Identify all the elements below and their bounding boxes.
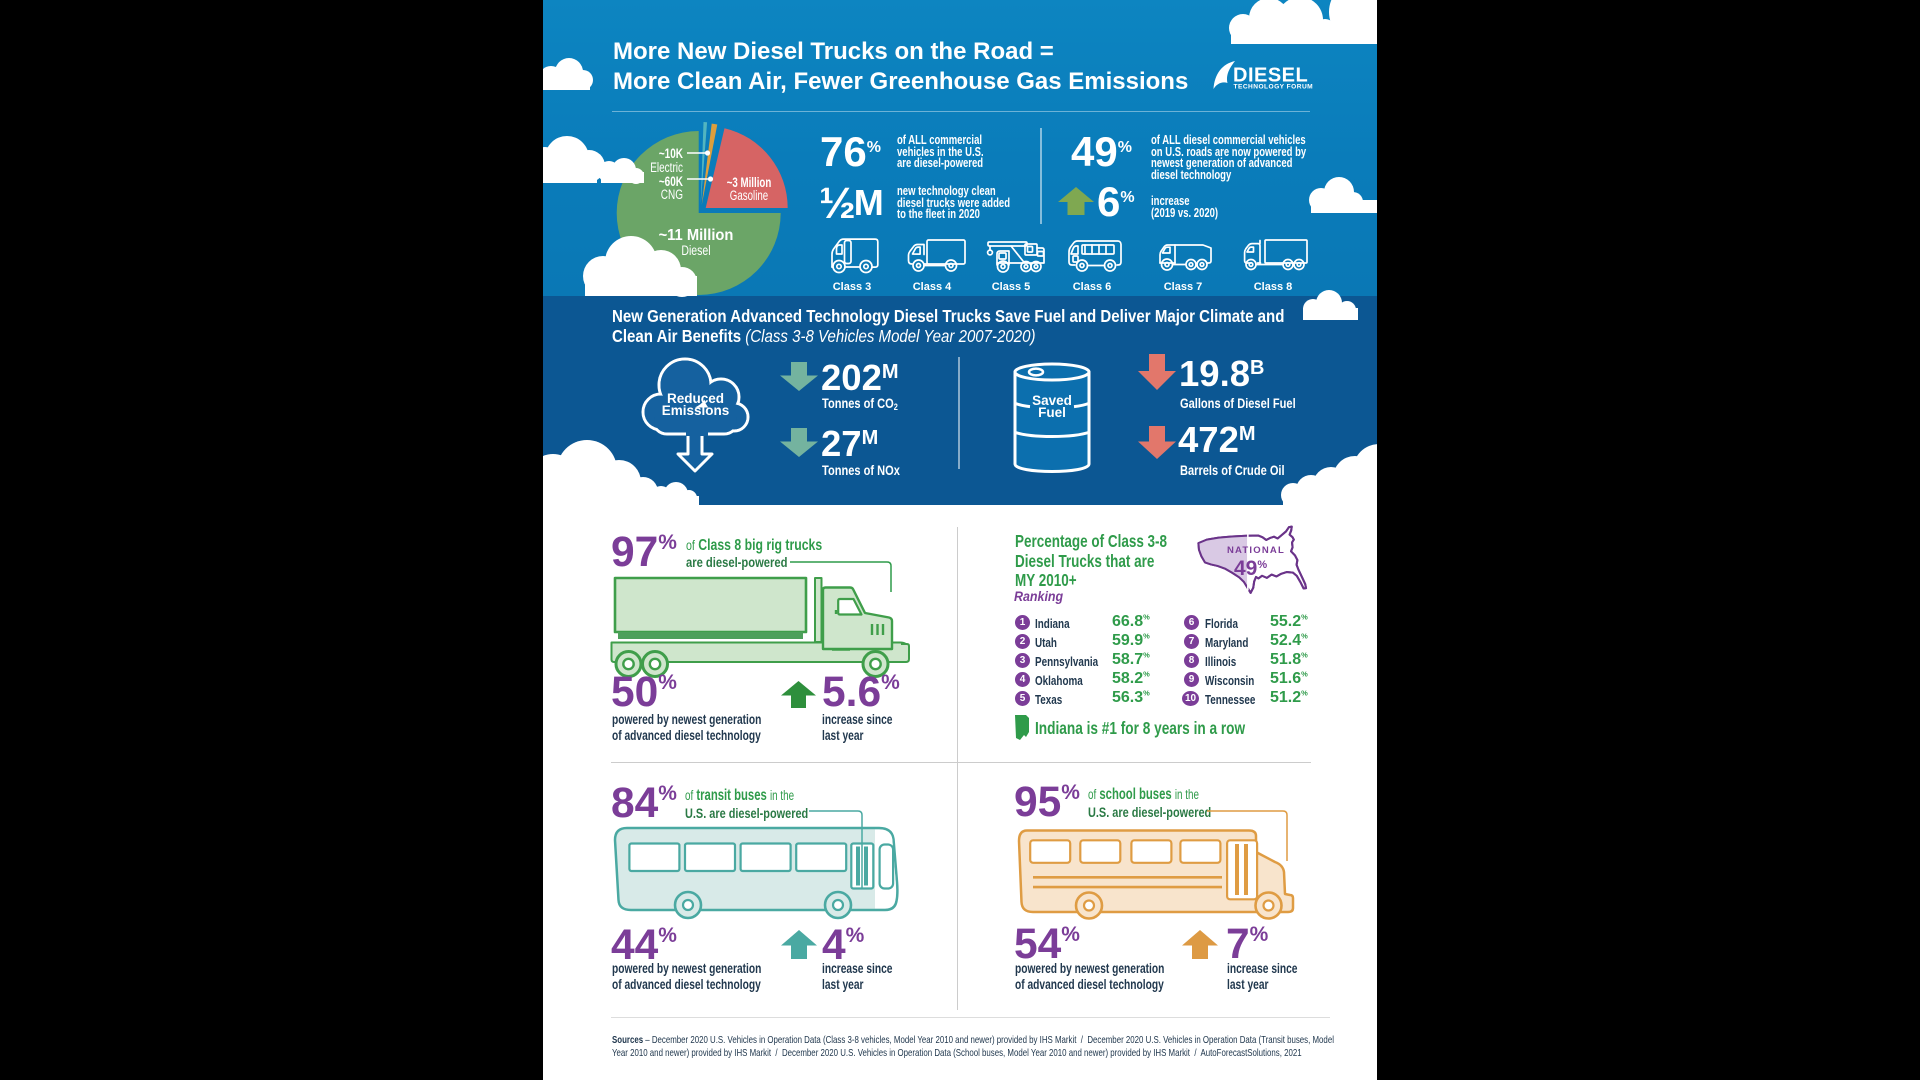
- svg-text:TECHNOLOGY FORUM: TECHNOLOGY FORUM: [1234, 84, 1314, 91]
- svg-text:DIESEL: DIESEL: [1233, 65, 1308, 87]
